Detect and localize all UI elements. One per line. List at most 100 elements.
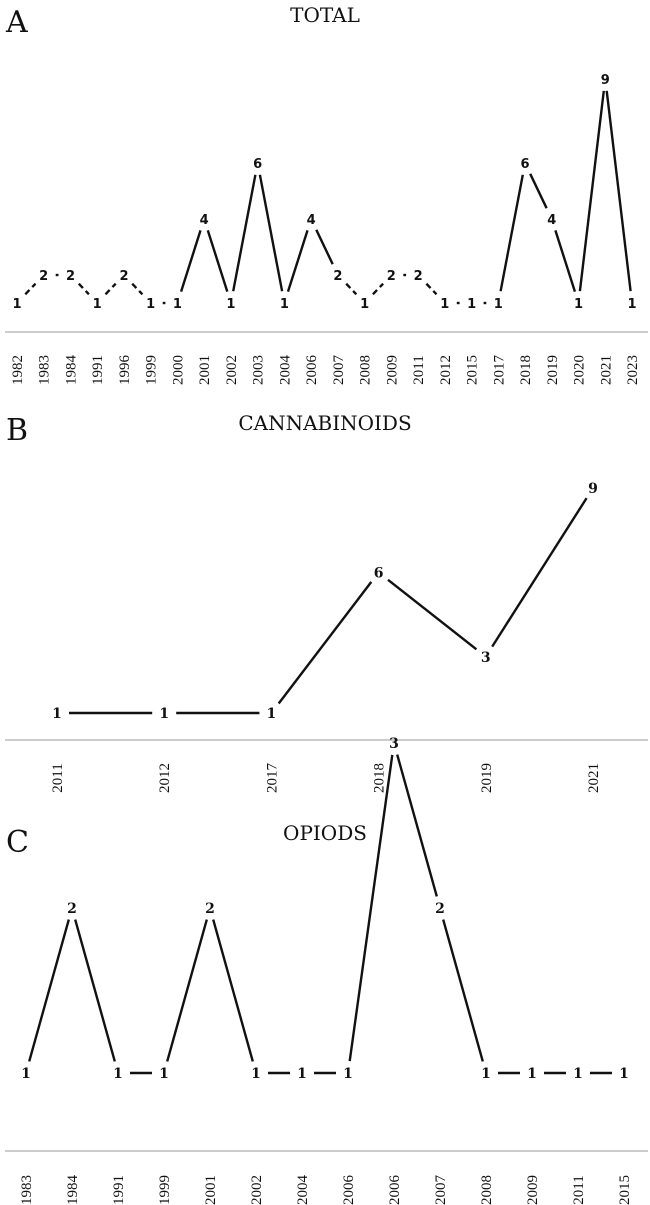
x-tick-label: 2011 <box>411 355 427 384</box>
series-segment <box>387 578 478 651</box>
series-segment <box>212 919 254 1062</box>
series-segment <box>24 282 37 296</box>
x-tick-label: 2023 <box>625 355 641 385</box>
data-label: 1 <box>267 706 277 722</box>
chart-title: TOTAL <box>290 3 360 27</box>
series-segment <box>277 581 373 705</box>
panel-letter: C <box>6 825 29 860</box>
x-tick-label: 2001 <box>203 1175 219 1205</box>
x-tick-label: 2012 <box>157 763 173 793</box>
x-tick-label: 2009 <box>384 355 400 385</box>
x-tick-label: 2001 <box>197 355 213 385</box>
series-segment <box>286 230 309 292</box>
x-tick-label: 2009 <box>525 1175 541 1205</box>
x-tick-label: 2007 <box>433 1175 449 1205</box>
x-tick-label: 2000 <box>170 355 186 385</box>
x-tick-label: 1982 <box>10 355 26 385</box>
series-segment <box>578 90 605 292</box>
panel-opiods: C OPIODS 1 2 1 1 2 1 1 1 3 2 1 1 1 1 1983 1984 1991 1999 2… <box>5 736 648 1205</box>
series-segment <box>232 174 257 292</box>
series-segment <box>348 754 394 1062</box>
series-segment <box>396 754 438 897</box>
data-label: 1 <box>467 297 476 312</box>
x-tick-label: 2019 <box>479 763 495 793</box>
series-segment <box>372 282 384 296</box>
data-label: 2 <box>119 269 128 284</box>
panel-total: A TOTAL 1 2 2 1 2 1 1 4 1 6 1 4 2 1 2 2 1 1 1 6 4 1 9 1 1982 1983… <box>5 3 648 385</box>
data-label: 1 <box>93 297 102 312</box>
x-tick-label: 2021 <box>586 763 602 793</box>
series-segment <box>315 229 334 265</box>
x-tick-label: 2008 <box>479 1175 495 1205</box>
series-segment <box>131 282 144 296</box>
data-label: 1 <box>146 297 155 312</box>
series-segment <box>491 497 588 648</box>
data-label: 1 <box>226 297 235 312</box>
data-label: 1 <box>52 706 62 722</box>
series-segment <box>206 230 229 292</box>
x-tick-label: 2008 <box>358 355 374 385</box>
data-label: 1 <box>21 1066 31 1082</box>
data-label: 1 <box>573 1066 583 1082</box>
data-label: 2 <box>66 269 75 284</box>
x-tick-label: 1999 <box>144 355 160 385</box>
x-tick-label: 2015 <box>465 355 481 385</box>
x-tick-label: 2011 <box>571 1175 587 1204</box>
data-label: 1 <box>619 1066 629 1082</box>
x-tick-label: 2006 <box>387 1175 403 1205</box>
data-label: 3 <box>389 736 399 752</box>
series-segment <box>554 230 577 292</box>
x-tick-label: 1991 <box>111 1175 127 1205</box>
panel-letter: B <box>6 413 28 448</box>
data-label: 1 <box>113 1066 123 1082</box>
data-label: 6 <box>374 565 384 581</box>
x-tick-label: 1983 <box>19 1175 35 1205</box>
x-tick-label: 2017 <box>491 355 507 386</box>
panel-letter: A <box>5 5 28 40</box>
series-segment <box>442 919 484 1062</box>
x-tick-label: 2018 <box>518 355 534 385</box>
data-label: 1 <box>627 297 636 312</box>
data-label: 1 <box>527 1066 537 1082</box>
data-label: 6 <box>253 157 262 172</box>
x-tick-label: 2007 <box>331 355 347 386</box>
series-segment <box>499 174 524 292</box>
chart-title: OPIODS <box>283 821 367 845</box>
x-tick-label: 2002 <box>249 1175 265 1205</box>
data-label: 1 <box>494 297 503 312</box>
data-label: 1 <box>12 297 21 312</box>
data-label: 2 <box>39 269 48 284</box>
series-segment <box>77 282 90 296</box>
series-segment <box>425 282 438 296</box>
x-tick-label: 2004 <box>295 1175 311 1205</box>
data-label: 4 <box>307 213 316 228</box>
data-label: 2 <box>333 269 342 284</box>
data-label: 3 <box>481 650 491 666</box>
data-label: 9 <box>588 481 598 497</box>
x-tick-label: 1983 <box>37 355 53 385</box>
series-segment <box>605 90 632 292</box>
data-label: 2 <box>387 269 396 284</box>
x-tick-label: 2019 <box>545 355 561 385</box>
x-tick-label: 2021 <box>598 355 614 385</box>
series-segment <box>166 919 208 1062</box>
data-label: 1 <box>173 297 182 312</box>
series-segment <box>529 173 548 209</box>
data-label: 2 <box>205 901 215 917</box>
data-label: 4 <box>547 213 556 228</box>
data-label: 1 <box>440 297 449 312</box>
data-label: 1 <box>343 1066 353 1082</box>
data-label: 1 <box>481 1066 491 1082</box>
data-label: 2 <box>435 901 445 917</box>
series-segment <box>104 282 117 296</box>
series-segment <box>28 919 70 1062</box>
data-label: 2 <box>67 901 77 917</box>
data-label: 1 <box>297 1066 307 1082</box>
x-tick-label: 2017 <box>264 763 280 794</box>
series-segment <box>345 282 358 296</box>
x-tick-label: 2006 <box>341 1175 357 1205</box>
series-segment <box>258 174 284 292</box>
x-tick-label: 1999 <box>157 1175 173 1205</box>
data-label: 6 <box>520 157 529 172</box>
